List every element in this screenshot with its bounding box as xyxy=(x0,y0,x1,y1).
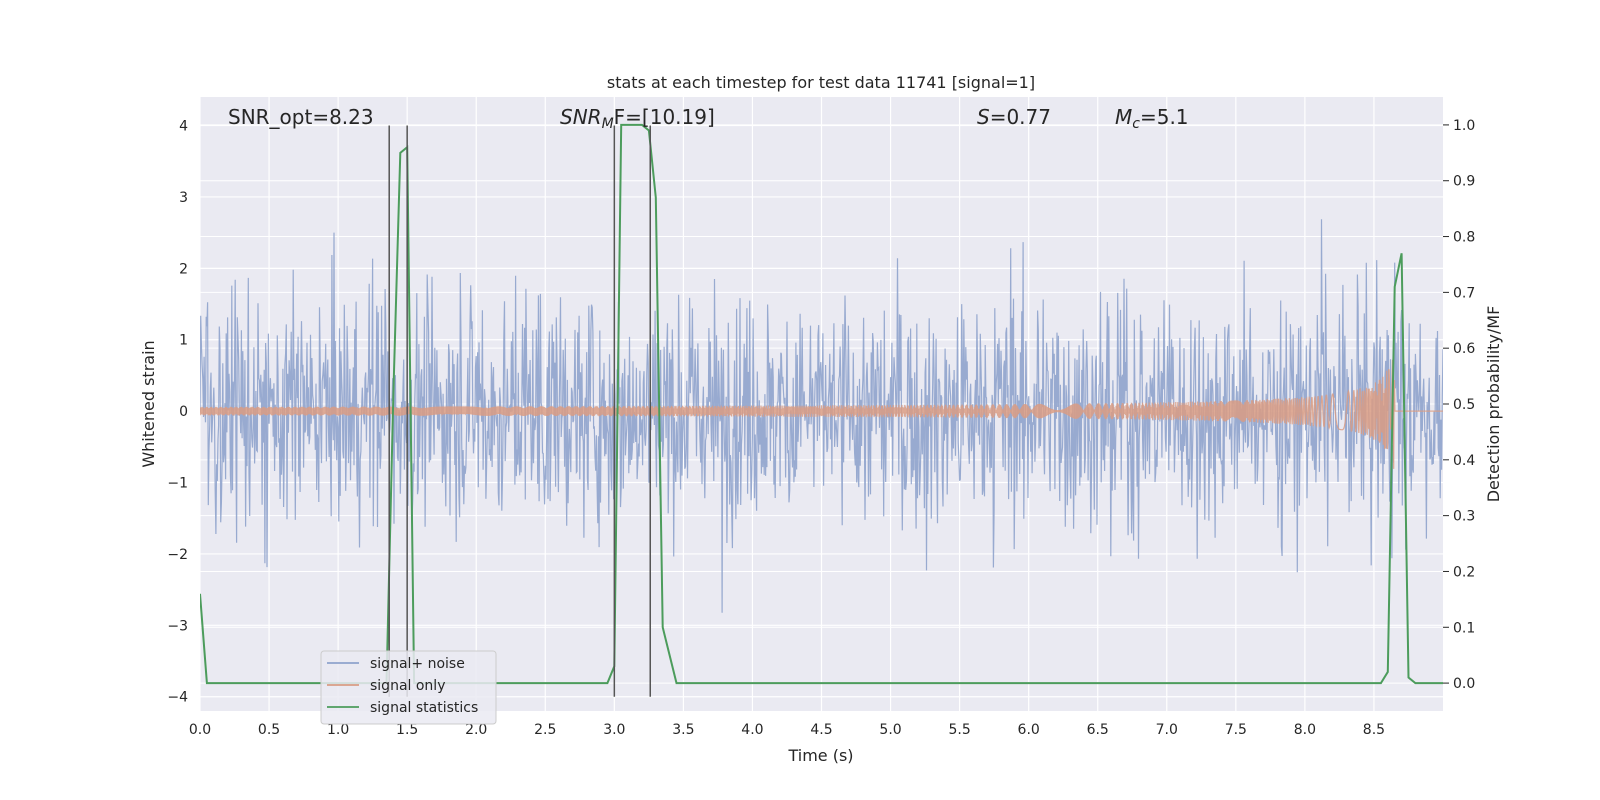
grid xyxy=(199,97,1443,711)
y2-tick-label: 0.2 xyxy=(1453,564,1475,580)
signal-statistics-line xyxy=(200,123,1443,685)
y2-tick-label: 0.3 xyxy=(1453,509,1475,525)
vertical-markers xyxy=(388,125,651,697)
y-tick-label: 4 xyxy=(179,119,188,135)
x-tick-label: 7.5 xyxy=(1225,722,1247,738)
y-tick-label: 3 xyxy=(179,190,188,206)
y2-tick-label: 0.0 xyxy=(1453,676,1475,692)
legend-label-signal-only: signal only xyxy=(370,678,445,694)
y-tick-label: 2 xyxy=(179,261,188,277)
x-tick-label: 2.0 xyxy=(465,722,487,738)
x-tick-label: 3.5 xyxy=(672,722,694,738)
annotation-mc: Mc=5.1 xyxy=(1115,105,1189,132)
y2-tick-label: 0.4 xyxy=(1453,453,1475,469)
y2-tick-label: 0.6 xyxy=(1453,341,1475,357)
y2-tick-label: 1.0 xyxy=(1453,118,1475,134)
x-tick-label: 5.5 xyxy=(948,722,970,738)
x-tick-label: 7.0 xyxy=(1156,722,1178,738)
legend-box xyxy=(320,650,497,725)
y2-tick-label: 0.5 xyxy=(1453,397,1475,413)
x-tick-label: 8.5 xyxy=(1363,722,1385,738)
x-tick-label: 8.0 xyxy=(1294,722,1316,738)
legend: signal+ noise signal only signal statist… xyxy=(320,650,497,725)
y2-tick-label: 0.9 xyxy=(1453,174,1475,190)
x-tick-label: 1.0 xyxy=(327,722,349,738)
x-tick-label: 0.5 xyxy=(258,722,280,738)
x-tick-label: 4.0 xyxy=(741,722,763,738)
x-axis-ticks: 0.0 0.5 1.0 1.5 2.0 2.5 3.0 3.5 4.0 4.5 5.0 5.5 6.0 6… xyxy=(189,722,1385,738)
y2-axis-ticks: 0.0 0.1 0.2 0.3 0.4 0.5 0.6 0.7 0.8 0.9 1.0 xyxy=(1443,118,1475,692)
x-tick-label: 1.5 xyxy=(396,722,418,738)
chart-title: stats at each timestep for test data 117… xyxy=(607,73,1035,92)
y-tick-label: −4 xyxy=(167,690,188,706)
series-signal-statistics xyxy=(200,123,1443,685)
x-axis-label: Time (s) xyxy=(787,746,853,765)
annotation-snr-opt: SNR_opt=8.23 xyxy=(228,105,374,129)
y2-axis-label: Detection probability/MF xyxy=(1484,306,1503,503)
annotation-s: S=0.77 xyxy=(977,105,1051,129)
y-tick-label: 1 xyxy=(179,333,188,349)
y-axis-ticks: −4 −3 −2 −1 0 1 2 3 4 xyxy=(167,119,188,706)
x-tick-label: 6.0 xyxy=(1018,722,1040,738)
x-tick-label: 5.0 xyxy=(879,722,901,738)
legend-label-signal-noise: signal+ noise xyxy=(370,656,465,672)
x-tick-label: 4.5 xyxy=(810,722,832,738)
y2-tick-label: 0.8 xyxy=(1453,230,1475,246)
y2-tick-label: 0.1 xyxy=(1453,620,1475,636)
x-tick-label: 2.5 xyxy=(534,722,556,738)
y-tick-label: 0 xyxy=(179,404,188,420)
y-tick-label: −2 xyxy=(167,547,188,563)
y2-tick-label: 0.7 xyxy=(1453,285,1475,301)
legend-label-signal-statistics: signal statistics xyxy=(370,700,478,716)
x-tick-label: 6.5 xyxy=(1087,722,1109,738)
x-tick-label: 3.0 xyxy=(603,722,625,738)
annotation-snr-mf: SNRMF=[10.19] xyxy=(560,105,715,132)
y-tick-label: −1 xyxy=(167,476,188,492)
x-tick-label: 0.0 xyxy=(189,722,211,738)
y-axis-label: Whitened strain xyxy=(139,340,158,467)
y-tick-label: −3 xyxy=(167,618,188,634)
